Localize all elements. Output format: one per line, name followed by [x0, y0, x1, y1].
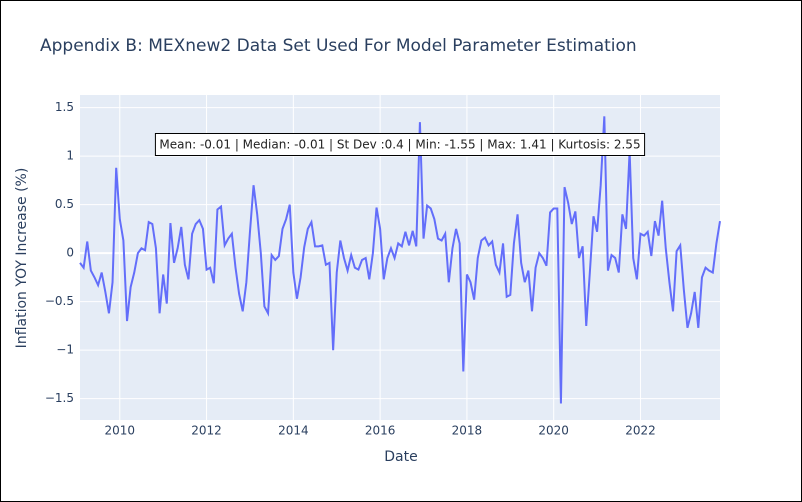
- x-tick-label: 2014: [278, 424, 309, 438]
- x-tick-label: 2016: [365, 424, 396, 438]
- x-tick-label: 2010: [105, 424, 136, 438]
- y-tick-label: 1.5: [55, 100, 74, 114]
- annotation-box: [154, 133, 646, 156]
- x-axis-label: Date: [384, 449, 417, 465]
- x-tick-label: 2022: [625, 424, 656, 438]
- x-tick-label: 2012: [191, 424, 222, 438]
- y-tick-label: 0: [66, 246, 74, 260]
- y-tick-label: −1.5: [45, 391, 74, 405]
- y-tick-label: 0.5: [55, 197, 74, 211]
- data-line: [79, 116, 721, 404]
- x-tick-label: 2020: [538, 424, 569, 438]
- y-tick-label: −1: [56, 343, 74, 357]
- y-axis-label: Inflation YOY Increase (%): [14, 168, 30, 349]
- x-tick-label: 2018: [452, 424, 483, 438]
- annotation: Mean: -0.01 | Median: -0.01 | St Dev :0.…: [159, 138, 640, 152]
- y-tick-label: −0.5: [45, 294, 74, 308]
- chart-title: Appendix B: MEXnew2 Data Set Used For Mo…: [40, 36, 637, 56]
- y-tick-label: 1: [66, 149, 74, 163]
